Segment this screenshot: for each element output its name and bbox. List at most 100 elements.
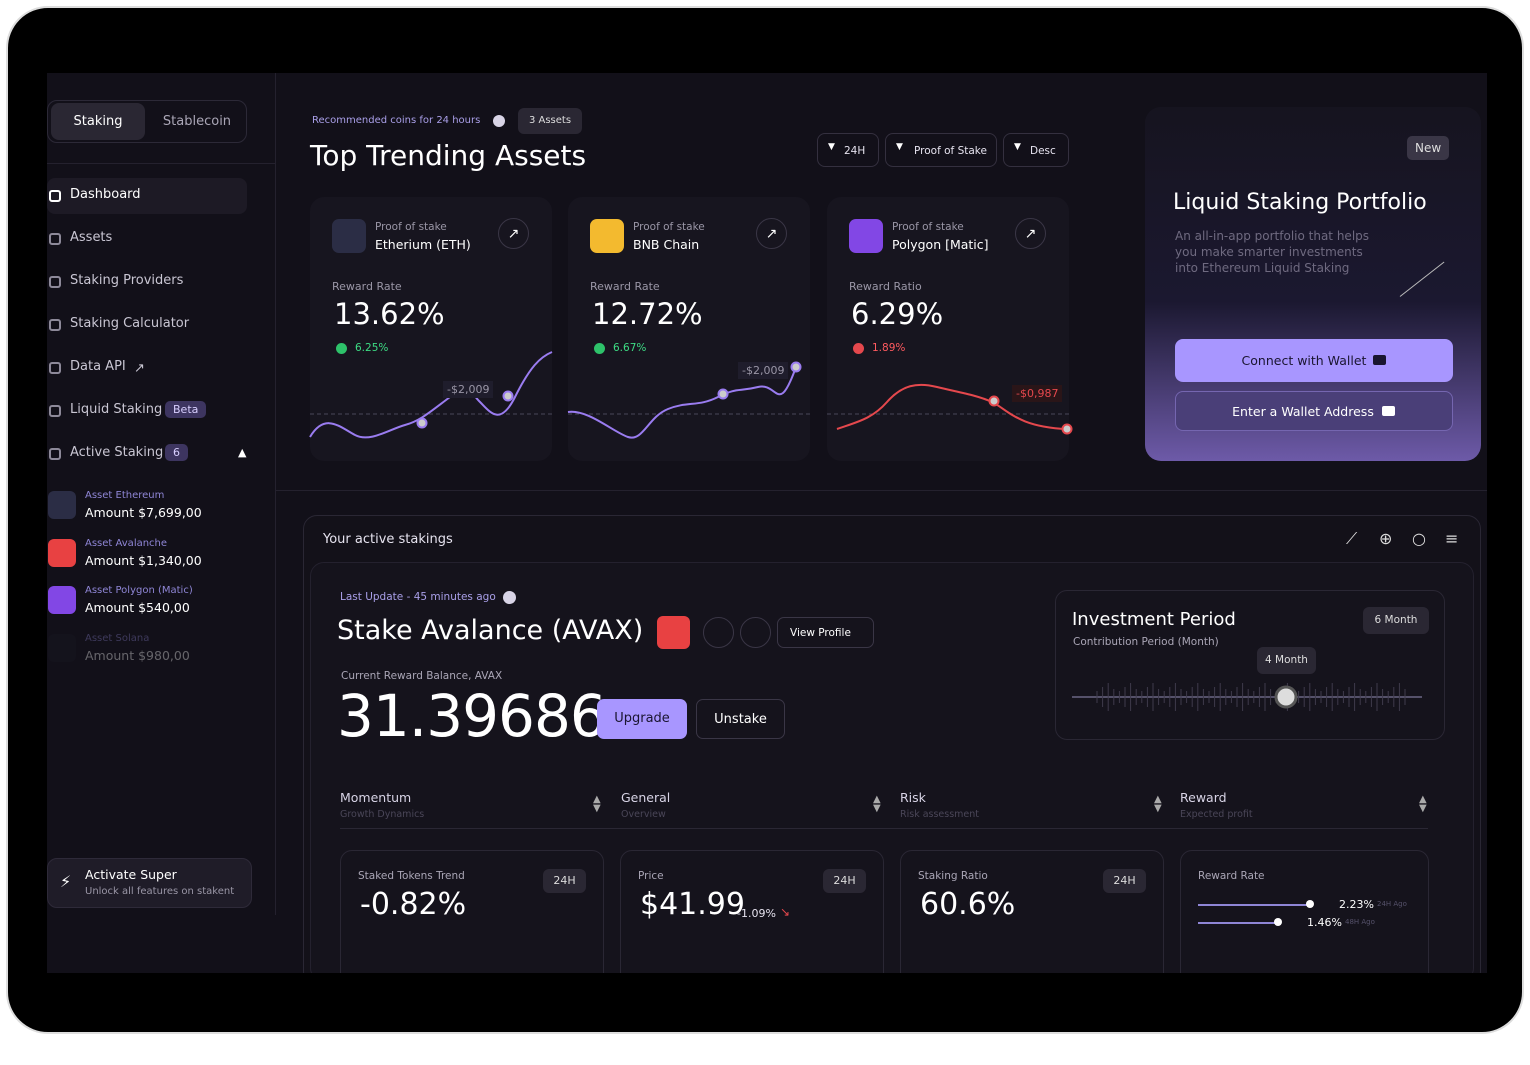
wallet-icon bbox=[1382, 406, 1395, 416]
sparkline-point bbox=[416, 417, 428, 429]
stat-badge: 24H bbox=[543, 869, 586, 893]
sort-icon[interactable]: ▲ ▼ bbox=[873, 794, 881, 814]
section-divider bbox=[275, 490, 1487, 491]
sparkline bbox=[567, 361, 810, 439]
promo-subtitle: Unlock all features on stakent bbox=[85, 886, 235, 897]
asset-icon bbox=[48, 491, 76, 519]
stat-value: 60.6% bbox=[920, 887, 1016, 922]
caption: Recommended coins for 24 hours bbox=[312, 115, 481, 126]
asset-icon bbox=[48, 633, 76, 662]
tab[interactable]: Stablecoin bbox=[162, 114, 232, 129]
upgrade-button[interactable]: Upgrade bbox=[597, 699, 687, 739]
toolbar-icon[interactable]: ≡ bbox=[1445, 529, 1459, 548]
nav-badge: Beta bbox=[165, 401, 207, 418]
filter-button[interactable]: Proof of Stake bbox=[885, 133, 997, 167]
promo-box[interactable] bbox=[47, 858, 252, 908]
asset-icon bbox=[48, 538, 76, 567]
chart-tooltip: -$2,009 bbox=[738, 362, 789, 379]
nav-external-icon: ↗ bbox=[134, 361, 145, 376]
stat-label: Staking Ratio bbox=[918, 870, 988, 882]
last-update: Last Update - 45 minutes ago bbox=[340, 591, 496, 603]
share-button[interactable] bbox=[740, 617, 771, 648]
rate-value: 13.62% bbox=[334, 297, 445, 331]
column-title: General bbox=[621, 790, 671, 805]
clock-icon bbox=[503, 591, 516, 604]
nav-active-bg bbox=[47, 178, 247, 214]
stat-badge: 24H bbox=[823, 869, 866, 893]
card-kind: Proof of stake bbox=[633, 221, 705, 233]
dropdown-caret: ▼ bbox=[828, 142, 835, 152]
period-box bbox=[1055, 590, 1445, 740]
stat-label: Reward Rate bbox=[1198, 870, 1265, 882]
secondary-button[interactable] bbox=[1175, 391, 1453, 431]
nav-icon bbox=[49, 276, 61, 288]
slider-tooltip: 4 Month bbox=[1257, 647, 1316, 674]
nav-item[interactable]: Active Staking bbox=[70, 445, 164, 460]
nav-icon bbox=[49, 448, 61, 460]
primary-button[interactable] bbox=[1175, 339, 1453, 382]
sidebar-hr bbox=[47, 163, 275, 164]
nav-item[interactable]: Assets bbox=[70, 230, 113, 245]
card-kind: Proof of stake bbox=[375, 221, 447, 233]
nav-item[interactable]: Data API bbox=[70, 359, 126, 374]
period-subtitle: Contribution Period (Month) bbox=[1073, 636, 1219, 648]
toolbar-icon[interactable]: ⟋ bbox=[1346, 529, 1358, 548]
sparkline-path bbox=[836, 383, 1068, 430]
rate-value: 1.46% bbox=[1307, 916, 1342, 929]
stat-card bbox=[620, 850, 884, 973]
portfolio-title: Liquid Staking Portfolio bbox=[1173, 190, 1427, 215]
nav-item[interactable]: Staking Calculator bbox=[70, 316, 190, 331]
tab[interactable]: Staking bbox=[51, 103, 145, 140]
promo-icon: ⚡ bbox=[60, 872, 72, 891]
card-open[interactable]: ↗ bbox=[756, 218, 787, 249]
nav-item[interactable]: Dashboard bbox=[70, 187, 141, 202]
sparkline-path bbox=[567, 366, 797, 439]
sort-icon[interactable]: ▲ ▼ bbox=[1154, 794, 1162, 814]
balance-value: 31.39686 bbox=[337, 682, 607, 750]
stat-value: -0.82% bbox=[360, 887, 467, 922]
card-open[interactable]: ↗ bbox=[1015, 218, 1046, 249]
column-title: Risk bbox=[900, 790, 926, 805]
sort-icon[interactable]: ▲ ▼ bbox=[593, 794, 601, 814]
nav-item[interactable]: Liquid Staking bbox=[70, 402, 163, 417]
sparkline bbox=[309, 351, 553, 439]
column-title: Reward bbox=[1180, 790, 1227, 805]
link-button[interactable] bbox=[703, 617, 734, 648]
rate-label: Reward Ratio bbox=[849, 280, 922, 293]
asset-amount: Amount $980,00 bbox=[85, 647, 190, 663]
promo-title: Activate Super bbox=[85, 867, 177, 882]
sparkline-path bbox=[309, 351, 553, 439]
count-badge: 3 Assets bbox=[518, 108, 582, 134]
change-icon bbox=[853, 343, 864, 354]
sparkline-point bbox=[988, 395, 1000, 407]
card-name: BNB Chain bbox=[633, 237, 700, 252]
rate-knob bbox=[1306, 900, 1314, 908]
change-value: 6.25% bbox=[355, 342, 389, 354]
asset-name: Asset Avalanche bbox=[85, 537, 168, 549]
collapse-icon: ▲ bbox=[238, 446, 247, 459]
period-badge[interactable]: 6 Month bbox=[1363, 607, 1429, 634]
filter-button[interactable]: Desc bbox=[1003, 133, 1069, 167]
nav-item[interactable]: Staking Providers bbox=[70, 273, 184, 288]
button-label: Connect with Wallet bbox=[1241, 353, 1367, 368]
toolbar-icon[interactable]: ⊕ bbox=[1379, 529, 1393, 548]
change-icon bbox=[594, 343, 605, 354]
view-profile[interactable]: View Profile bbox=[777, 617, 874, 648]
rate-note: 48H Ago bbox=[1345, 918, 1375, 926]
card-kind: Proof of stake bbox=[892, 221, 964, 233]
stake-name: Stake Avalance (AVAX) bbox=[337, 615, 644, 646]
asset-amount: Amount $540,00 bbox=[85, 600, 190, 615]
unstake-button[interactable]: Unstake bbox=[696, 699, 785, 739]
stat-card bbox=[1180, 850, 1429, 973]
sparkline-point bbox=[790, 361, 802, 373]
sparkline-point bbox=[1061, 423, 1073, 435]
sparkline-point bbox=[717, 388, 729, 400]
sort-icon[interactable]: ▲ ▼ bbox=[1419, 794, 1427, 814]
toolbar-icon[interactable]: ○ bbox=[1412, 529, 1426, 548]
avax-logo bbox=[657, 616, 690, 649]
dropdown-caret: ▼ bbox=[896, 142, 903, 152]
card-open[interactable]: ↗ bbox=[498, 218, 529, 249]
filter-button[interactable]: 24H bbox=[817, 133, 879, 167]
stat-badge: 24H bbox=[1103, 869, 1146, 893]
nav-badge: 6 bbox=[165, 444, 188, 461]
